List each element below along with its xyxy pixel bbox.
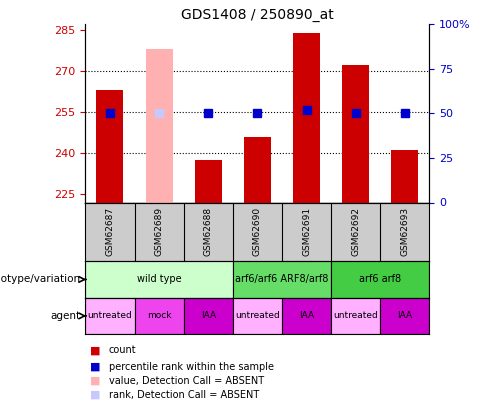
Text: genotype/variation: genotype/variation [0, 275, 81, 284]
Bar [135, 298, 183, 334]
Bar [380, 298, 429, 334]
Text: count: count [109, 345, 137, 355]
Title: GDS1408 / 250890_at: GDS1408 / 250890_at [181, 8, 334, 22]
Text: arf6/arf6 ARF8/arf8: arf6/arf6 ARF8/arf8 [235, 275, 329, 284]
Bar [145, 49, 173, 202]
Text: agent: agent [50, 311, 81, 321]
Text: untreated: untreated [333, 311, 378, 320]
Text: mock: mock [147, 311, 171, 320]
Text: GSM62689: GSM62689 [155, 207, 163, 256]
Bar [342, 66, 369, 202]
Text: ■: ■ [90, 376, 101, 386]
Bar [233, 261, 331, 298]
Text: wild type: wild type [137, 275, 182, 284]
Bar [331, 261, 429, 298]
Text: rank, Detection Call = ABSENT: rank, Detection Call = ABSENT [109, 390, 259, 400]
Text: IAA: IAA [397, 311, 412, 320]
Text: ■: ■ [90, 345, 101, 355]
Bar [85, 298, 135, 334]
Bar [85, 261, 233, 298]
Bar [195, 160, 222, 202]
Text: ■: ■ [90, 390, 101, 400]
Text: untreated: untreated [88, 311, 132, 320]
Bar [293, 32, 320, 202]
Text: GSM62692: GSM62692 [351, 207, 360, 256]
Bar [97, 90, 123, 202]
Text: GSM62693: GSM62693 [400, 207, 409, 256]
Bar [233, 298, 282, 334]
Text: GSM62690: GSM62690 [253, 207, 262, 256]
Text: value, Detection Call = ABSENT: value, Detection Call = ABSENT [109, 376, 264, 386]
Text: GSM62687: GSM62687 [105, 207, 115, 256]
Text: arf6 arf8: arf6 arf8 [359, 275, 401, 284]
Text: GSM62688: GSM62688 [204, 207, 213, 256]
Bar [183, 298, 233, 334]
Bar [391, 150, 418, 202]
Text: percentile rank within the sample: percentile rank within the sample [109, 362, 274, 371]
Bar [244, 137, 271, 202]
Text: IAA: IAA [299, 311, 314, 320]
Text: untreated: untreated [235, 311, 280, 320]
Bar [282, 298, 331, 334]
Bar [331, 298, 380, 334]
Text: IAA: IAA [201, 311, 216, 320]
Text: ■: ■ [90, 362, 101, 371]
Text: GSM62691: GSM62691 [302, 207, 311, 256]
